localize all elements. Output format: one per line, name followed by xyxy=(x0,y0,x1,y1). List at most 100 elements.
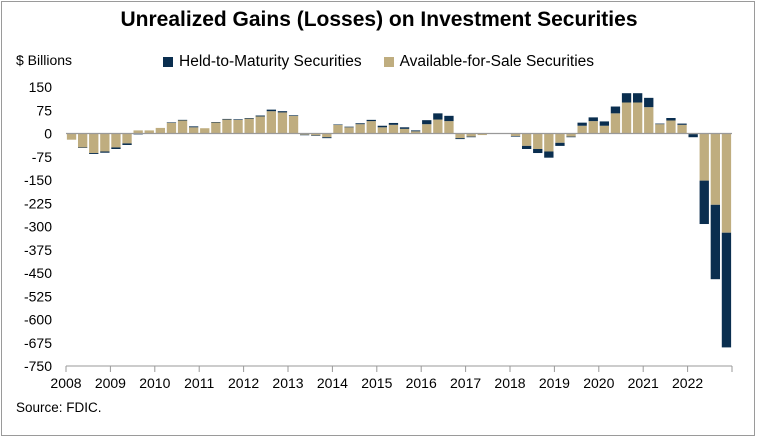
bar-afs-2009Q3 xyxy=(133,130,143,134)
bar-htm-2014Q3 xyxy=(355,123,365,125)
bar-htm-2013Q1 xyxy=(288,115,299,116)
y-tick-label: -600 xyxy=(24,312,52,328)
bar-afs-2022Q2 xyxy=(699,133,709,181)
bar-htm-2020Q2 xyxy=(610,106,621,114)
bar-htm-2022Q4 xyxy=(721,232,732,348)
bar-afs-2009Q4 xyxy=(144,130,154,134)
legend-item-htm: Held-to-Maturity Securities xyxy=(163,53,362,71)
bar-htm-2012Q2 xyxy=(255,115,265,117)
bar-afs-2012Q4 xyxy=(277,112,288,134)
bar-afs-2011Q3 xyxy=(222,119,232,134)
x-tick-label-2011: 2011 xyxy=(184,375,214,391)
bar-afs-2012Q2 xyxy=(255,116,265,134)
bar-afs-2016Q1 xyxy=(422,124,432,134)
bar-afs-2018Q4 xyxy=(544,133,554,152)
bar-htm-2020Q3 xyxy=(621,93,632,103)
bar-afs-2015Q4 xyxy=(410,131,421,134)
bar-afs-2013Q2 xyxy=(299,133,310,135)
bar-afs-2015Q3 xyxy=(399,128,410,134)
y-tick-label: -225 xyxy=(24,195,52,211)
bar-afs-2016Q4 xyxy=(455,133,465,139)
y-axis-unit-label: $ Billions xyxy=(16,52,73,68)
y-tick-label: -300 xyxy=(24,219,52,235)
bar-afs-2020Q1 xyxy=(599,125,610,134)
bar-afs-2020Q3 xyxy=(621,102,632,134)
bar-afs-2021Q3 xyxy=(666,120,676,134)
y-tick-label: 75 xyxy=(36,102,52,118)
chart-title: Unrealized Gains (Losses) on Investment … xyxy=(120,8,638,31)
bar-afs-2010Q1 xyxy=(155,127,166,134)
bar-htm-2014Q2 xyxy=(344,126,354,128)
bar-htm-2014Q4 xyxy=(366,119,376,122)
bar-afs-2022Q4 xyxy=(721,133,732,233)
bar-htm-2011Q3 xyxy=(222,118,232,120)
x-tick-label-2009: 2009 xyxy=(95,375,126,391)
bar-afs-2008Q4 xyxy=(100,133,110,152)
bar-htm-2016Q2 xyxy=(433,113,443,120)
bar-htm-2018Q2 xyxy=(521,145,532,149)
bar-htm-2019Q1 xyxy=(555,142,565,146)
bar-htm-2021Q1 xyxy=(644,97,654,108)
bar-htm-2012Q1 xyxy=(244,118,254,119)
y-tick-label: -750 xyxy=(24,358,52,374)
bar-htm-2019Q2 xyxy=(566,136,576,138)
bar-afs-2021Q1 xyxy=(644,107,654,134)
legend-swatch-htm xyxy=(163,57,173,67)
y-tick-label: -450 xyxy=(24,265,52,281)
bar-htm-2011Q4 xyxy=(233,119,243,120)
bar-afs-2019Q2 xyxy=(566,133,576,137)
x-tick-label-2014: 2014 xyxy=(317,375,348,391)
bar-htm-2018Q3 xyxy=(533,149,543,154)
legend-label-afs: Available-for-Sale Securities xyxy=(399,53,595,70)
bar-afs-2019Q4 xyxy=(588,121,598,134)
bar-htm-2010Q3 xyxy=(177,119,188,121)
bar-afs-2014Q2 xyxy=(344,127,354,134)
bar-afs-2014Q3 xyxy=(355,124,365,134)
y-tick-label: 0 xyxy=(44,126,52,142)
legend-label-htm: Held-to-Maturity Securities xyxy=(179,53,362,70)
bar-htm-2021Q2 xyxy=(655,123,665,125)
x-tick-label-2020: 2020 xyxy=(583,375,614,391)
bar-htm-2019Q4 xyxy=(588,117,598,122)
x-tick-label-2010: 2010 xyxy=(139,375,170,391)
x-tick-label-2016: 2016 xyxy=(406,375,437,391)
bar-afs-2021Q2 xyxy=(655,124,665,134)
bar-htm-2015Q1 xyxy=(377,125,388,128)
bar-afs-2018Q3 xyxy=(533,133,543,149)
bar-htm-2014Q1 xyxy=(333,124,343,126)
bar-afs-2010Q4 xyxy=(188,127,199,134)
bar-htm-2015Q3 xyxy=(399,127,410,129)
bar-afs-2019Q1 xyxy=(555,133,565,143)
bar-htm-2011Q2 xyxy=(211,122,221,123)
bar-afs-2013Q4 xyxy=(322,133,332,138)
y-tick-label: -150 xyxy=(24,172,52,188)
bar-afs-2019Q3 xyxy=(577,125,587,134)
x-tick-label-2019: 2019 xyxy=(539,375,570,391)
bar-afs-2011Q2 xyxy=(211,122,221,134)
bar-afs-2008Q3 xyxy=(89,133,99,154)
bar-afs-2012Q3 xyxy=(266,111,277,134)
bar-htm-2009Q1 xyxy=(111,147,121,149)
bar-htm-2017Q1 xyxy=(466,136,476,138)
source-note: Source: FDIC. xyxy=(16,400,102,415)
bar-afs-2018Q2 xyxy=(521,133,532,146)
x-tick-label-2008: 2008 xyxy=(50,375,81,391)
y-tick-label: -525 xyxy=(24,288,52,304)
chart-legend: Held-to-Maturity Securities Available-fo… xyxy=(163,53,616,71)
bar-afs-2014Q4 xyxy=(366,121,376,134)
bar-htm-2021Q3 xyxy=(666,118,676,121)
bar-afs-2010Q2 xyxy=(166,122,177,134)
bar-htm-2008Q3 xyxy=(89,153,99,154)
bar-afs-2011Q4 xyxy=(233,119,243,134)
bar-htm-2012Q4 xyxy=(277,111,288,113)
bar-htm-2010Q2 xyxy=(166,122,177,123)
bar-htm-2013Q4 xyxy=(322,137,332,139)
x-tick-label-2022: 2022 xyxy=(672,375,703,391)
y-tick-label: -675 xyxy=(24,335,52,351)
bar-afs-2015Q1 xyxy=(377,127,388,134)
bar-afs-2021Q4 xyxy=(677,124,687,134)
bar-htm-2013Q2 xyxy=(299,134,310,136)
y-tick-label: -75 xyxy=(32,149,52,165)
bar-htm-2018Q1 xyxy=(510,135,521,137)
